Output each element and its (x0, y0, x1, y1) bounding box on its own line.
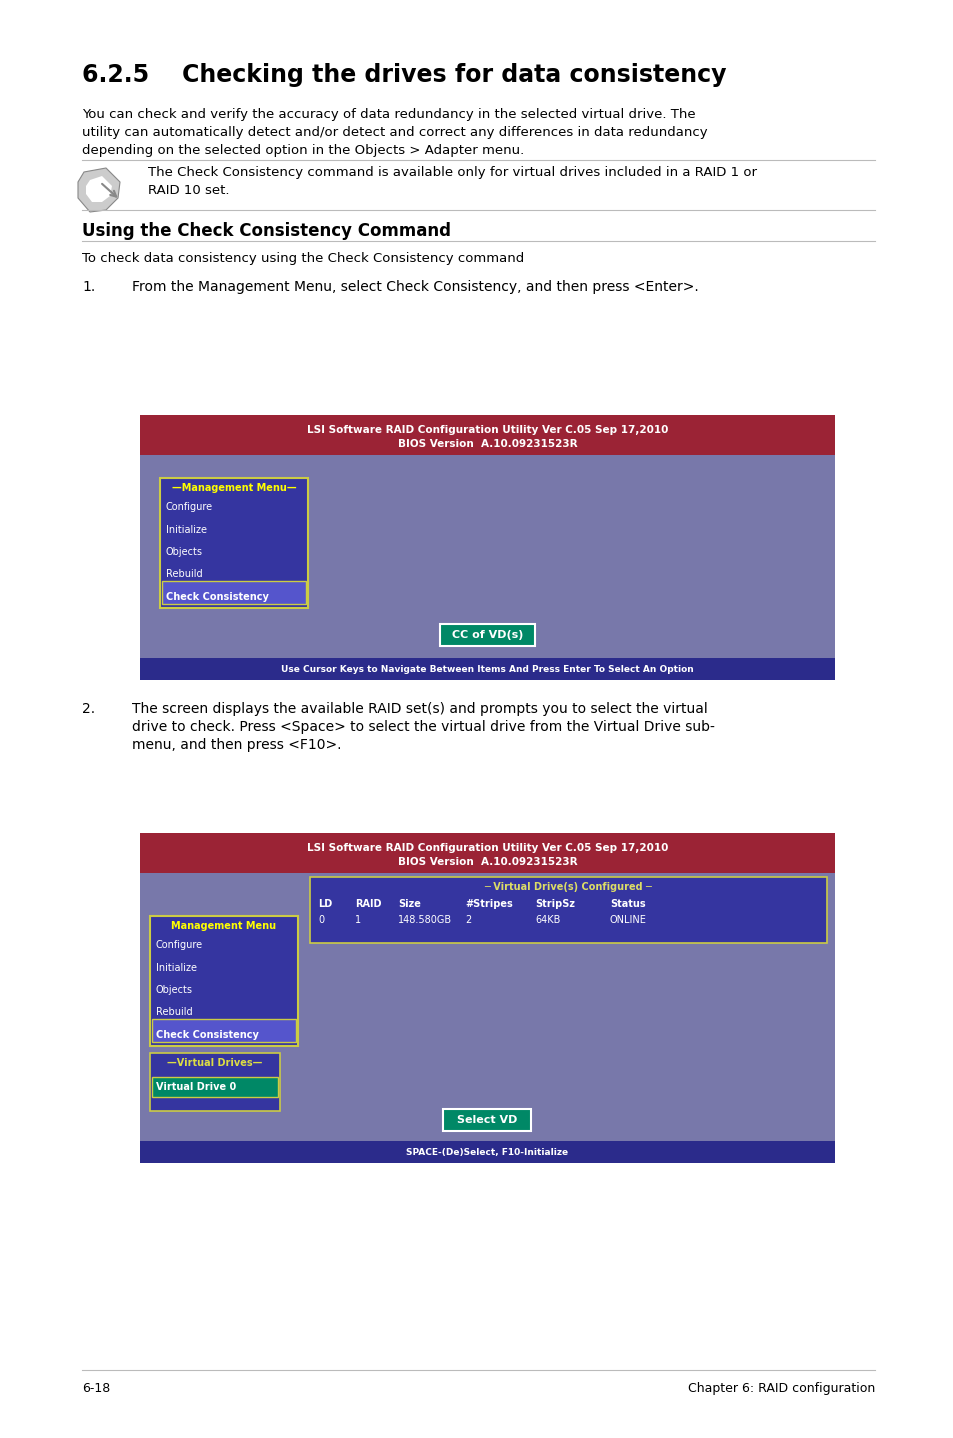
Text: Virtual Drive 0: Virtual Drive 0 (156, 1081, 236, 1091)
Text: —Virtual Drives—: —Virtual Drives— (167, 1058, 262, 1068)
Text: Using the Check Consistency Command: Using the Check Consistency Command (82, 221, 451, 240)
Polygon shape (78, 168, 120, 211)
Text: —Management Menu—: —Management Menu— (172, 483, 296, 493)
Bar (152, 1077, 277, 1097)
Bar (140, 659, 834, 680)
Bar (140, 416, 834, 454)
Bar (140, 1140, 834, 1163)
Text: #Stripes: #Stripes (464, 899, 512, 909)
Bar (310, 877, 826, 943)
Bar (140, 833, 834, 1163)
Text: The Check Consistency command is available only for virtual drives included in a: The Check Consistency command is availab… (148, 165, 757, 178)
Text: BIOS Version  A.10.09231523R: BIOS Version A.10.09231523R (397, 439, 577, 449)
Text: Rebuild: Rebuild (166, 569, 202, 580)
Text: 1: 1 (355, 915, 361, 925)
Text: BIOS Version  A.10.09231523R: BIOS Version A.10.09231523R (397, 857, 577, 867)
Text: CC of VD(s): CC of VD(s) (452, 630, 522, 640)
Text: Check Consistency: Check Consistency (166, 592, 269, 601)
Bar (439, 624, 535, 646)
Bar (150, 1053, 280, 1112)
Text: 1.: 1. (82, 280, 95, 293)
Text: 64KB: 64KB (535, 915, 559, 925)
Text: StripSz: StripSz (535, 899, 575, 909)
Bar (443, 1109, 531, 1132)
Text: From the Management Menu, select Check Consistency, and then press <Enter>.: From the Management Menu, select Check C… (132, 280, 698, 293)
Text: Chapter 6: RAID configuration: Chapter 6: RAID configuration (687, 1382, 874, 1395)
Text: LSI Software RAID Configuration Utility Ver C.05 Sep 17,2010: LSI Software RAID Configuration Utility … (307, 843, 667, 853)
Text: Management Menu: Management Menu (172, 920, 276, 930)
Text: Initialize: Initialize (166, 525, 207, 535)
Text: You can check and verify the accuracy of data redundancy in the selected virtual: You can check and verify the accuracy of… (82, 108, 695, 121)
Text: Check Consistency: Check Consistency (156, 1030, 258, 1040)
Text: SPACE-(De)Select, F10-Initialize: SPACE-(De)Select, F10-Initialize (406, 1148, 568, 1156)
Text: drive to check. Press <Space> to select the virtual drive from the Virtual Drive: drive to check. Press <Space> to select … (132, 720, 714, 733)
Text: utility can automatically detect and/or detect and correct any differences in da: utility can automatically detect and/or … (82, 127, 707, 139)
Text: RAID 10 set.: RAID 10 set. (148, 184, 230, 197)
Text: The screen displays the available RAID set(s) and prompts you to select the virt: The screen displays the available RAID s… (132, 702, 707, 716)
Text: LSI Software RAID Configuration Utility Ver C.05 Sep 17,2010: LSI Software RAID Configuration Utility … (307, 426, 667, 436)
Bar (140, 416, 834, 680)
Text: To check data consistency using the Check Consistency command: To check data consistency using the Chec… (82, 252, 524, 265)
Polygon shape (86, 175, 112, 201)
Text: depending on the selected option in the Objects > Adapter menu.: depending on the selected option in the … (82, 144, 524, 157)
Bar (152, 1020, 295, 1041)
Bar (160, 477, 308, 608)
Text: 2: 2 (464, 915, 471, 925)
Text: menu, and then press <F10>.: menu, and then press <F10>. (132, 738, 341, 752)
Text: Size: Size (397, 899, 420, 909)
Text: Rebuild: Rebuild (156, 1008, 193, 1018)
Bar (140, 833, 834, 873)
Text: 6.2.5    Checking the drives for data consistency: 6.2.5 Checking the drives for data consi… (82, 63, 726, 88)
Text: 0: 0 (317, 915, 324, 925)
Text: Objects: Objects (166, 546, 203, 557)
Text: RAID: RAID (355, 899, 381, 909)
Text: ─ Virtual Drive(s) Configured ─: ─ Virtual Drive(s) Configured ─ (484, 881, 652, 892)
Text: Select VD: Select VD (456, 1114, 517, 1125)
Text: 148.580GB: 148.580GB (397, 915, 452, 925)
Bar (150, 916, 297, 1045)
Text: Initialize: Initialize (156, 962, 196, 972)
Text: Objects: Objects (156, 985, 193, 995)
Text: 6-18: 6-18 (82, 1382, 111, 1395)
Text: Use Cursor Keys to Navigate Between Items And Press Enter To Select An Option: Use Cursor Keys to Navigate Between Item… (281, 664, 693, 673)
Text: Configure: Configure (156, 940, 203, 951)
Text: LD: LD (317, 899, 332, 909)
Text: Configure: Configure (166, 502, 213, 512)
Bar (162, 581, 306, 604)
Text: 2.: 2. (82, 702, 95, 716)
Text: ONLINE: ONLINE (609, 915, 646, 925)
Text: Status: Status (609, 899, 645, 909)
